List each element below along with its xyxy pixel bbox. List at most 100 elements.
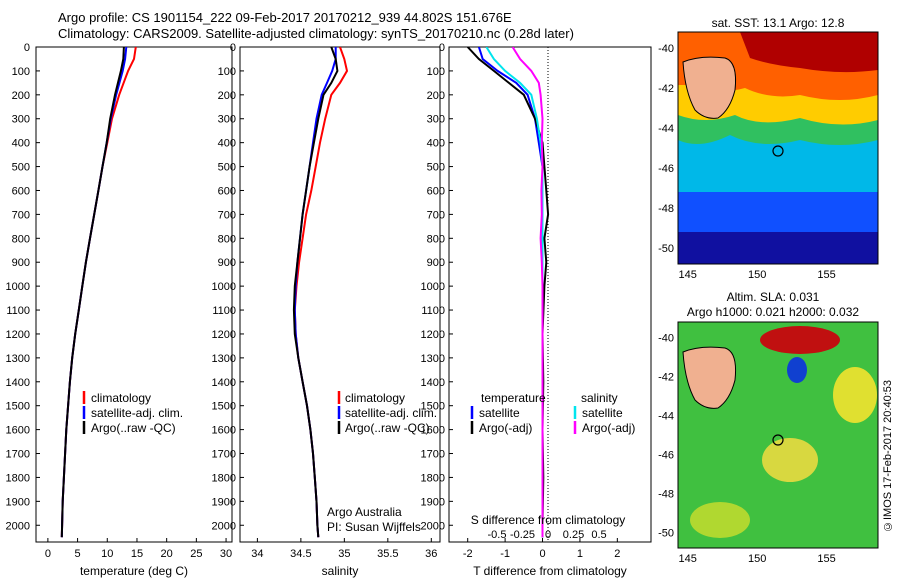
imos-timestamp: ©IMOS 17-Feb-2017 20:40:53: [882, 380, 894, 533]
legend-label-satellite: satellite-adj. clim.: [91, 406, 183, 420]
sla-positive-patch: [762, 438, 818, 482]
y-tick-label: 200: [427, 90, 445, 102]
y-tick-label: 1100: [212, 305, 236, 317]
s-tick-label: -0.5: [488, 529, 507, 541]
x-tick-label: 1: [577, 548, 583, 560]
y-tick-label: 1000: [421, 281, 445, 293]
x-tick-label: 20: [161, 548, 173, 560]
series-line-climatology: [60, 47, 137, 538]
sla-positive-patch: [690, 502, 750, 538]
x-tick-label: 2: [614, 548, 620, 560]
y-tick-label: 1400: [212, 377, 236, 389]
series-line-argo-raw-qc-: [60, 47, 125, 538]
salinity-axis-label: salinity: [322, 564, 359, 578]
legend-label-temp-argo: Argo(-adj): [479, 421, 532, 435]
y-tick-label: 1900: [6, 496, 30, 508]
series-line-argo-raw-qc-: [292, 47, 339, 538]
series-line-temperature-argo-adj-: [466, 47, 550, 538]
argo-position-marker: [772, 145, 784, 157]
y-tick-label: 1000: [6, 281, 30, 293]
sla-map-frame: [677, 321, 879, 549]
y-tick-label: 300: [218, 114, 236, 126]
y-tick-label: 400: [427, 138, 445, 150]
y-tick-label: 1500: [421, 401, 445, 413]
y-tick-label: 1600: [212, 425, 236, 437]
map-lat-tick-label: -48: [658, 203, 674, 215]
y-tick-label: 600: [12, 185, 30, 197]
series-line-satellite-adj-clim-: [293, 47, 337, 538]
s-tick-label: 0: [545, 529, 551, 541]
y-tick-label: 0: [230, 42, 236, 54]
sst-map-title: sat. SST: 13.1 Argo: 12.8: [712, 16, 845, 30]
y-tick-label: 700: [218, 209, 236, 221]
sst-band-warm: [740, 32, 878, 73]
sst-map: [677, 31, 879, 265]
series-line-satellite-adj-clim-: [60, 47, 128, 538]
y-tick-label: 600: [427, 185, 445, 197]
y-tick-label: 700: [12, 209, 30, 221]
map-lon-tick-label: 145: [679, 553, 697, 565]
argo-australia-note: Argo Australia: [327, 505, 402, 519]
x-tick-label: -1: [500, 548, 510, 560]
sla-high-anomaly: [760, 326, 840, 354]
y-tick-label: 1600: [6, 425, 30, 437]
x-tick-label: 34: [251, 548, 263, 560]
y-tick-label: 1200: [212, 329, 236, 341]
y-tick-label: 800: [427, 233, 445, 245]
x-tick-label: 15: [131, 548, 143, 560]
y-tick-label: 400: [12, 138, 30, 150]
map-lat-tick-label: -44: [658, 123, 674, 135]
t-difference-axis-label: T difference from climatology: [473, 564, 627, 578]
legend-label-climatology: climatology: [345, 391, 405, 405]
x-tick-label: 0: [45, 548, 51, 560]
y-tick-label: 100: [427, 66, 445, 78]
y-tick-label: 0: [439, 42, 445, 54]
y-tick-label: 900: [12, 257, 30, 269]
x-tick-label: 34.5: [290, 548, 311, 560]
map-lat-tick-label: -42: [658, 372, 674, 384]
y-tick-label: 300: [427, 114, 445, 126]
map-lat-tick-label: -46: [658, 449, 674, 461]
x-tick-label: -2: [463, 548, 473, 560]
y-tick-label: 1700: [421, 449, 445, 461]
x-tick-label: 30: [220, 548, 232, 560]
map-lon-tick-label: 150: [748, 553, 766, 565]
y-tick-label: 1000: [212, 281, 236, 293]
map-lat-tick-label: -40: [658, 43, 674, 55]
y-tick-label: 500: [427, 162, 445, 174]
y-tick-label: 700: [427, 209, 445, 221]
y-tick-label: 2000: [421, 520, 445, 532]
legend-label-sal-argo: Argo(-adj): [582, 421, 635, 435]
sla-map-title-1: Altim. SLA: 0.031: [727, 290, 820, 304]
y-tick-label: 1800: [421, 472, 445, 484]
series-line-salinity-argo-adj-: [511, 47, 544, 538]
series-line-climatology: [293, 47, 349, 538]
map-lat-tick-label: -40: [658, 333, 674, 345]
y-tick-label: 1500: [212, 401, 236, 413]
legend-label-sal-satellite: satellite: [582, 406, 623, 420]
sla-map: [677, 321, 879, 549]
map-lat-tick-label: -44: [658, 411, 674, 423]
s-difference-axis-label: S difference from climatology: [471, 513, 626, 527]
y-tick-label: 1700: [212, 449, 236, 461]
y-tick-label: 900: [427, 257, 445, 269]
y-tick-label: 1500: [6, 401, 30, 413]
x-tick-label: 36: [425, 548, 437, 560]
legend-label-satellite: satellite-adj. clim.: [345, 406, 437, 420]
y-tick-label: 1200: [6, 329, 30, 341]
tasmania-land: [682, 346, 736, 409]
map-lon-tick-label: 155: [817, 269, 835, 281]
title-line-2: Climatology: CARS2009. Satellite-adjuste…: [58, 26, 574, 41]
sst-map-frame: [677, 31, 879, 265]
s-tick-label: 0.5: [591, 529, 606, 541]
y-tick-label: 600: [218, 185, 236, 197]
y-tick-label: 2000: [212, 520, 236, 532]
map-lat-tick-label: -48: [658, 488, 674, 500]
y-tick-label: 300: [12, 114, 30, 126]
x-tick-label: 35.5: [377, 548, 398, 560]
temperature-panel-frame: [35, 46, 233, 543]
y-tick-label: 500: [218, 162, 236, 174]
map-lon-tick-label: 145: [679, 269, 697, 281]
y-tick-label: 1400: [421, 377, 445, 389]
